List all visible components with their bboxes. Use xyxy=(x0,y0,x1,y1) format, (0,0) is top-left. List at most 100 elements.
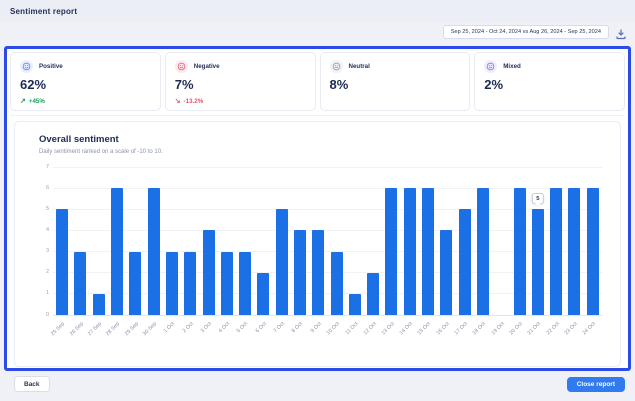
bar-slot: 12 Oct xyxy=(362,167,382,336)
x-axis-label: 4 Oct xyxy=(217,321,232,335)
bar-slot: 11 Oct xyxy=(344,167,364,336)
x-axis-label: 23 Oct xyxy=(563,321,579,337)
bar-27-sep[interactable] xyxy=(92,293,105,315)
bar-slot: 30 Sep xyxy=(142,167,162,337)
close-report-button[interactable]: Close report xyxy=(566,377,625,392)
bar-14-oct[interactable] xyxy=(403,188,416,315)
x-label-holder: 18 Oct xyxy=(471,315,492,345)
x-label-holder: 28 Sep xyxy=(105,315,126,345)
x-label-holder: 12 Oct xyxy=(362,315,382,345)
bar-1-oct[interactable] xyxy=(165,251,178,315)
stat-card-mixed[interactable]: Mixed 2% xyxy=(474,52,625,111)
card-delta-value: -13.2% xyxy=(183,98,204,105)
x-label-holder: 21 Oct xyxy=(526,315,547,345)
x-axis-label: 27 Sep xyxy=(86,321,103,338)
bar-2-oct[interactable] xyxy=(184,251,197,315)
x-label-holder: 16 Oct xyxy=(435,315,455,345)
bar-slot: 1 Oct xyxy=(163,167,181,334)
x-label-holder: 29 Sep xyxy=(123,315,144,345)
bar-13-oct[interactable] xyxy=(385,188,398,315)
x-label-holder: 17 Oct xyxy=(454,315,474,345)
bar-17-oct[interactable] xyxy=(458,209,471,315)
x-axis-label: 11 Oct xyxy=(344,321,360,337)
card-label: Mixed xyxy=(503,63,521,70)
back-button[interactable]: Back xyxy=(14,376,50,392)
bar-slot: 24 Oct xyxy=(582,167,602,336)
bar-5-oct[interactable] xyxy=(239,251,252,315)
bar-30-sep[interactable] xyxy=(147,188,160,315)
y-axis-label: 2 xyxy=(45,269,49,276)
bar-18-oct[interactable] xyxy=(476,188,489,315)
bar-3-oct[interactable] xyxy=(202,230,215,315)
x-axis-label: 10 Oct xyxy=(325,321,341,337)
bar-slot: 9 Oct xyxy=(309,167,327,334)
mixed-face-icon xyxy=(484,60,498,73)
bar-15-oct[interactable] xyxy=(422,188,435,315)
bar-slot: 3 Oct xyxy=(199,167,217,334)
y-axis-label: 4 xyxy=(45,226,49,233)
bar-28-sep[interactable] xyxy=(111,188,124,315)
bar-26-sep[interactable] xyxy=(74,251,87,315)
bar-slot: 16 Oct xyxy=(435,167,455,336)
x-axis-label: 16 Oct xyxy=(435,321,451,337)
bar-6-oct[interactable] xyxy=(257,272,270,315)
stat-card-positive[interactable]: Positive 62% ↗ +45% xyxy=(10,52,161,111)
bar-22-oct[interactable] xyxy=(550,188,563,315)
x-axis-label: 7 Oct xyxy=(272,321,286,335)
bar-4-oct[interactable] xyxy=(220,251,233,315)
date-range-selector[interactable]: Sep 25, 2024 - Oct 24, 2024 vs Aug 26, 2… xyxy=(442,25,609,39)
bar-9-oct[interactable] xyxy=(312,230,325,315)
x-label-holder: 30 Sep xyxy=(141,315,162,345)
y-axis-label: 0 xyxy=(45,311,49,318)
bar-12-oct[interactable] xyxy=(367,272,380,315)
report-panel: Positive 62% ↗ +45% Negative 7% ↘ -13.2% Neutral… xyxy=(4,46,631,371)
x-label-holder: 19 Oct xyxy=(490,315,510,345)
x-label-holder: 20 Oct xyxy=(509,315,528,345)
bar-29-sep[interactable] xyxy=(129,251,142,315)
bar-25-sep[interactable] xyxy=(56,209,69,315)
bar-11-oct[interactable] xyxy=(348,293,361,315)
bar-tooltip: 5 xyxy=(531,193,544,205)
bar-slot: 14 Oct xyxy=(399,167,419,336)
bar-slot: 13 Oct xyxy=(380,167,400,336)
neutral-face-icon xyxy=(329,60,343,73)
bar-slot: 5 21 Oct xyxy=(527,167,547,336)
x-label-holder: 7 Oct xyxy=(273,315,291,345)
bar-7-oct[interactable] xyxy=(275,209,288,315)
bar-23-oct[interactable] xyxy=(568,188,581,315)
bars-container: 25 Sep 26 Sep 27 Sep 28 Sep 29 Sep 30 Sep 1 Oc… xyxy=(50,167,602,337)
bar-16-oct[interactable] xyxy=(440,230,453,315)
x-label-holder: 27 Sep xyxy=(86,315,108,345)
bar-slot: 5 Oct xyxy=(236,167,254,334)
stat-card-negative[interactable]: Negative 7% ↘ -13.2% xyxy=(164,52,316,111)
x-axis-label: 5 Oct xyxy=(236,321,250,335)
download-icon[interactable] xyxy=(615,27,627,40)
x-axis-label: 30 Sep xyxy=(141,321,158,338)
x-axis-label: 24 Oct xyxy=(581,321,598,337)
bar-slot: 20 Oct xyxy=(509,167,528,336)
x-axis-label: 21 Oct xyxy=(526,321,543,337)
bar-10-oct[interactable] xyxy=(330,251,343,315)
x-axis-label: 18 Oct xyxy=(471,321,488,337)
bar-slot: 2 Oct xyxy=(181,167,199,334)
card-value: 8% xyxy=(329,77,349,92)
x-label-holder: 1 Oct xyxy=(163,315,181,345)
bar-slot: 26 Sep xyxy=(69,167,89,337)
x-label-holder: 13 Oct xyxy=(380,315,400,345)
bar-21-oct[interactable] xyxy=(531,209,544,315)
gridline-y1 xyxy=(53,293,602,295)
sentiment-cards-row: Positive 62% ↗ +45% Negative 7% ↘ -13.2% Neutral… xyxy=(10,52,625,111)
stat-card-neutral[interactable]: Neutral 8% xyxy=(319,52,471,111)
trend-down-icon: ↘ xyxy=(174,98,181,105)
x-label-holder: 24 Oct xyxy=(581,315,602,345)
x-axis-label: 13 Oct xyxy=(380,321,396,337)
card-delta: ↗ +45% xyxy=(20,98,151,105)
x-label-holder: 22 Oct xyxy=(545,315,565,345)
chart-title: Overall sentiment xyxy=(39,134,119,145)
bar-20-oct[interactable] xyxy=(513,188,526,315)
bar-slot: 19 Oct xyxy=(490,167,510,336)
bar-8-oct[interactable] xyxy=(294,230,306,315)
bar-24-oct[interactable] xyxy=(586,188,599,315)
x-axis-label: 14 Oct xyxy=(398,321,415,337)
x-label-holder: 3 Oct xyxy=(199,315,217,345)
